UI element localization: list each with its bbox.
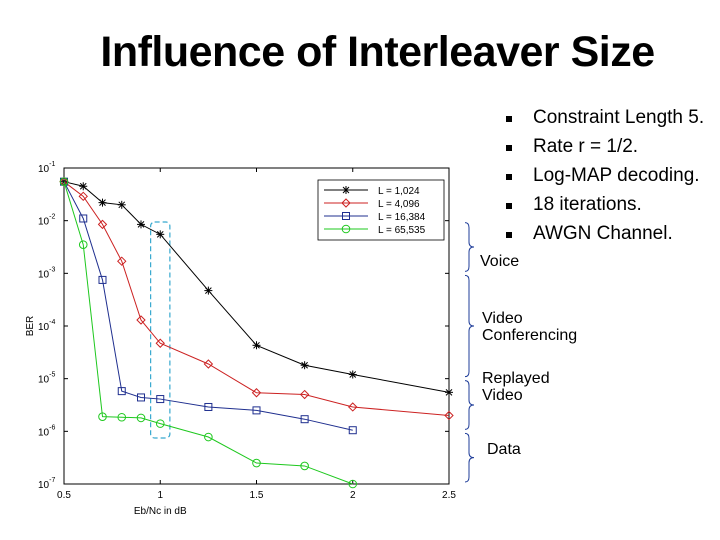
bullet-text: AWGN Channel. [533,223,673,244]
data-point-diamond [203,359,214,369]
legend-label: L = 4,096 [378,199,420,210]
slide-title: Influence of Interleaver Size [100,28,655,76]
data-point-circle [252,458,261,468]
data-point-star [252,341,261,350]
bracket-data [464,432,475,483]
bullet-item: Rate r = 1/2. [502,132,704,161]
y-tick-label: 10-7 [38,477,55,491]
data-point-square [300,415,309,424]
y-tick-label: 10-6 [38,424,55,438]
series-4 [59,177,358,489]
y-axis-label: BER [25,316,36,337]
series-line [63,181,353,485]
data-point-diamond [348,402,358,412]
data-point-star [79,182,88,191]
y-tick-label: 10-2 [38,214,55,228]
data-point-star [98,198,107,207]
data-point-diamond [136,315,146,325]
data-point-square [204,402,213,411]
data-point-star [156,230,165,239]
bullet-item: 18 iterations. [502,190,704,219]
data-point-square [117,387,126,396]
data-point-circle [78,240,88,249]
data-point-circle [348,479,358,489]
chart-legend: L = 1,024 L = 4,096 L = 16,384 L = 65,535 [317,179,445,241]
x-axis-label: Eb/Nc in dB [134,506,187,517]
voice-label: Voice [480,253,520,270]
data-point-diamond [97,219,108,230]
y-tick-label: 10-1 [38,161,55,175]
data-point-square [156,395,165,404]
bullet-item: AWGN Channel. [502,219,704,248]
data-point-diamond [444,410,454,421]
series-line [63,181,353,431]
data-point-circle [136,413,146,423]
x-tick-label: 0.5 [57,490,71,501]
bracket-voice [464,222,475,272]
data-point-circle [204,432,213,442]
bullet-text: Constraint Length 5. [533,107,705,128]
data-point-star [348,370,357,379]
data-point-square [98,275,107,284]
bracket-video-conferencing [464,274,475,378]
data-point-diamond [251,388,262,398]
data-point-circle [341,224,351,234]
legend-label: L = 16,384 [378,212,426,223]
data-point-star [342,186,350,194]
video-conferencing-label: Video Conferencing [482,310,578,344]
bullet-square-icon [506,203,512,209]
bullet-item: Constraint Length 5. [502,103,704,132]
data-point-circle [300,461,309,471]
bullet-list: Constraint Length 5. Rate r = 1/2. Log-M… [502,103,704,248]
bracket-replayed-video [464,380,475,430]
data-point-square [348,426,357,435]
data-point-square [79,214,88,223]
data-point-diamond [341,198,351,208]
data-point-circle [98,412,107,421]
series-3 [60,177,357,435]
data-point-circle [117,412,127,422]
highlight-box [150,221,171,439]
data-point-diamond [117,256,127,266]
series-line [63,181,450,416]
data-point-square [252,406,261,415]
y-tick-label: 10-5 [38,372,55,386]
x-tick-label: 2 [350,490,356,501]
data-point-diamond [155,338,165,348]
x-tick-label: 1.5 [250,490,264,501]
bullet-square-icon [506,174,512,180]
legend-label: L = 65,535 [378,225,426,236]
bullet-text: Rate r = 1/2. [533,136,639,157]
replayed-video-label: Replayed Video [482,370,550,404]
data-label: Data [487,441,521,458]
bullet-square-icon [506,116,512,122]
bullet-text: 18 iterations. [533,194,642,215]
bullet-item: Log-MAP decoding. [502,161,704,190]
data-point-circle [155,419,165,428]
y-tick-label: 10-4 [38,319,55,333]
data-point-diamond [299,389,310,400]
y-tick-label: 10-3 [38,266,55,280]
series-1 [60,177,453,397]
data-point-star [300,361,309,370]
legend-label: L = 1,024 [378,186,420,197]
x-tick-label: 1 [157,490,163,501]
x-tick-label: 2.5 [442,490,456,501]
data-point-square [342,212,350,220]
data-point-star [204,286,213,295]
bullet-square-icon [506,232,512,238]
data-point-circle [59,177,69,186]
bullet-square-icon [506,145,512,151]
data-point-star [137,220,145,229]
bullet-text: Log-MAP decoding. [533,165,700,186]
data-point-star [445,388,453,397]
data-point-star [117,200,126,209]
data-point-square [137,393,145,402]
data-point-diamond [78,191,88,202]
